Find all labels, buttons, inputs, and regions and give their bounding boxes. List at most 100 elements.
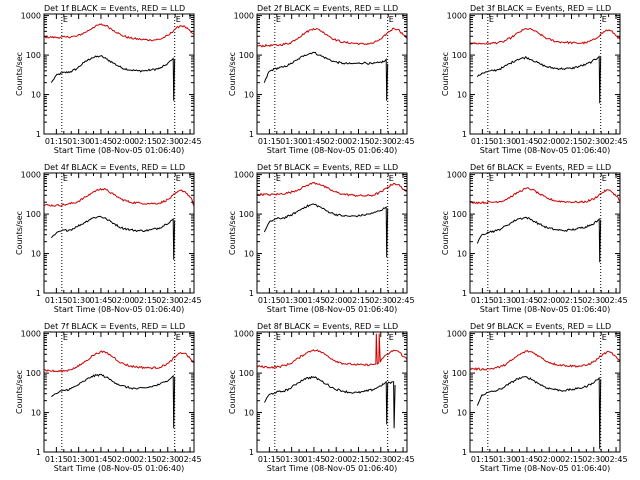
y-axis-label: Counts/sec [15, 370, 24, 414]
x-axis-label: Start Time (08-Nov-05 01:06:40) [480, 464, 610, 473]
y-tick-label: 1 [462, 448, 467, 457]
x-tick-label: 02:15 [560, 455, 583, 464]
events-series-line [476, 375, 602, 449]
events-series-line [476, 216, 602, 263]
x-axis-label: Start Time (08-Nov-05 01:06:40) [267, 464, 397, 473]
x-tick-label: 02:30 [156, 296, 179, 305]
plot-frame [469, 172, 621, 294]
x-tick-label: 01:15 [258, 455, 281, 464]
y-tick-label: 10 [457, 409, 467, 418]
x-tick-label: 02:15 [560, 137, 583, 146]
marker-label: E [389, 15, 394, 24]
panel-title: Det 6f BLACK = Events, RED = LLD [470, 163, 611, 172]
events-series-line [476, 55, 602, 104]
y-tick-label: 10 [244, 409, 254, 418]
x-tick-label: 02:30 [369, 296, 392, 305]
x-tick-label: 02:45 [392, 137, 415, 146]
x-tick-label: 01:30 [67, 137, 90, 146]
marker-label: E [489, 333, 494, 342]
x-tick-label: 02:00 [112, 296, 135, 305]
y-tick-label: 10 [31, 409, 41, 418]
detector-panel: Det 2f BLACK = Events, RED = LLD E E 1 10 100… [228, 4, 415, 155]
x-tick-label: 02:15 [134, 137, 157, 146]
x-tick-label: 02:15 [134, 296, 157, 305]
marker-label: E [176, 174, 181, 183]
x-tick-label: 02:30 [156, 455, 179, 464]
y-tick-label: 1 [36, 289, 41, 298]
x-tick-label: 01:30 [280, 296, 303, 305]
x-tick-label: 01:15 [471, 137, 494, 146]
x-tick-label: 01:15 [471, 455, 494, 464]
detector-panel: Det 6f BLACK = Events, RED = LLD E E 1 10 100… [441, 163, 628, 314]
x-tick-label: 01:15 [471, 296, 494, 305]
x-tick-label: 02:00 [538, 455, 561, 464]
y-tick-label: 1 [36, 130, 41, 139]
x-axis-label: Start Time (08-Nov-05 01:06:40) [480, 146, 610, 155]
x-tick-label: 01:15 [258, 137, 281, 146]
y-tick-label: 1000 [21, 330, 41, 339]
y-tick-label: 100 [239, 210, 254, 219]
events-series-line [50, 55, 176, 101]
y-tick-label: 1 [462, 289, 467, 298]
x-tick-label: 02:45 [392, 296, 415, 305]
x-tick-label: 01:45 [515, 296, 538, 305]
plot-frame [43, 331, 195, 453]
x-tick-label: 02:45 [605, 137, 628, 146]
x-tick-label: 01:30 [280, 455, 303, 464]
y-tick-label: 10 [457, 250, 467, 259]
lld-series-line [256, 333, 408, 369]
lld-series-line [257, 182, 407, 197]
panel-title: Det 8f BLACK = Events, RED = LLD [257, 322, 398, 331]
x-tick-label: 01:45 [89, 137, 112, 146]
lld-series-line [256, 27, 408, 48]
x-tick-label: 02:30 [582, 137, 605, 146]
x-tick-label: 02:45 [392, 455, 415, 464]
x-tick-label: 01:30 [280, 137, 303, 146]
y-tick-label: 100 [452, 51, 467, 60]
x-tick-label: 02:00 [538, 137, 561, 146]
x-tick-label: 02:15 [347, 137, 370, 146]
x-tick-label: 02:30 [582, 296, 605, 305]
x-tick-label: 01:15 [45, 455, 68, 464]
y-tick-label: 1 [249, 289, 254, 298]
panel-title: Det 9f BLACK = Events, RED = LLD [470, 322, 611, 331]
marker-label: E [489, 174, 494, 183]
y-tick-label: 100 [452, 369, 467, 378]
y-tick-label: 10 [244, 250, 254, 259]
x-tick-label: 01:45 [89, 296, 112, 305]
plot-frame [256, 172, 408, 294]
y-tick-label: 1000 [234, 330, 254, 339]
marker-label: E [176, 333, 181, 342]
y-tick-label: 1000 [21, 12, 41, 21]
y-axis-label: Counts/sec [441, 52, 450, 96]
y-tick-label: 1000 [234, 12, 254, 21]
x-axis-label: Start Time (08-Nov-05 01:06:40) [54, 305, 184, 314]
x-tick-label: 02:45 [179, 137, 202, 146]
x-tick-label: 02:00 [112, 455, 135, 464]
events-series-line [51, 373, 176, 429]
y-tick-label: 100 [26, 51, 41, 60]
marker-label: E [389, 174, 394, 183]
x-tick-label: 02:00 [325, 455, 348, 464]
x-tick-label: 01:45 [515, 455, 538, 464]
events-series-line [263, 375, 396, 429]
y-tick-label: 10 [31, 250, 41, 259]
y-tick-label: 1 [462, 130, 467, 139]
y-tick-label: 100 [239, 51, 254, 60]
y-tick-label: 1000 [447, 330, 467, 339]
x-tick-label: 01:15 [45, 137, 68, 146]
y-tick-label: 100 [26, 210, 41, 219]
plot-frame [256, 13, 408, 135]
events-series-line [263, 203, 389, 258]
x-tick-label: 01:15 [45, 296, 68, 305]
x-tick-label: 02:15 [347, 296, 370, 305]
x-tick-label: 01:45 [89, 455, 112, 464]
marker-label: E [63, 333, 68, 342]
marker-label: E [63, 15, 68, 24]
panel-title: Det 1f BLACK = Events, RED = LLD [44, 4, 185, 13]
lld-series-line [43, 187, 195, 207]
x-tick-label: 01:30 [67, 296, 90, 305]
x-tick-label: 02:30 [369, 455, 392, 464]
plot-frame [43, 13, 195, 135]
marker-label: E [389, 333, 394, 342]
